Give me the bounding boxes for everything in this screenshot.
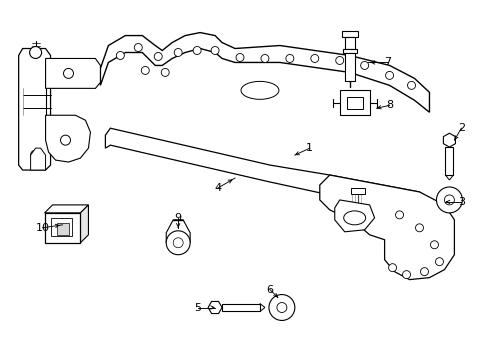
- Circle shape: [444, 195, 453, 205]
- Text: 6: 6: [266, 284, 273, 294]
- Ellipse shape: [343, 211, 365, 225]
- Bar: [222, 303, 260, 311]
- Circle shape: [385, 71, 393, 80]
- Circle shape: [310, 54, 318, 62]
- Circle shape: [166, 231, 190, 255]
- Bar: [50, 218, 72, 236]
- Circle shape: [435, 258, 443, 266]
- Polygon shape: [31, 148, 45, 170]
- Bar: [57, 223, 68, 235]
- Circle shape: [211, 46, 219, 54]
- Bar: [339, 90, 369, 115]
- Bar: [341, 31, 357, 37]
- Circle shape: [141, 67, 149, 75]
- Circle shape: [173, 238, 183, 248]
- Polygon shape: [334, 200, 374, 232]
- Circle shape: [360, 62, 368, 69]
- Bar: [350, 188, 364, 194]
- Text: 4: 4: [214, 183, 221, 193]
- Polygon shape: [445, 175, 452, 180]
- Circle shape: [63, 68, 73, 78]
- Circle shape: [134, 44, 142, 51]
- Circle shape: [420, 268, 427, 276]
- Circle shape: [161, 68, 169, 76]
- Circle shape: [30, 46, 41, 58]
- Circle shape: [415, 224, 423, 232]
- Text: 1: 1: [305, 143, 313, 153]
- Bar: [344, 54, 354, 81]
- Polygon shape: [44, 205, 88, 213]
- Text: 7: 7: [383, 58, 390, 67]
- Polygon shape: [19, 49, 50, 170]
- Polygon shape: [443, 133, 454, 147]
- Circle shape: [268, 294, 294, 320]
- Circle shape: [395, 211, 403, 219]
- Circle shape: [436, 187, 462, 213]
- Circle shape: [31, 150, 41, 160]
- Text: 10: 10: [36, 223, 49, 233]
- Polygon shape: [81, 205, 88, 243]
- Text: 8: 8: [385, 100, 392, 110]
- Polygon shape: [319, 175, 453, 280]
- Text: 3: 3: [457, 197, 464, 207]
- Polygon shape: [260, 303, 264, 311]
- Circle shape: [61, 135, 70, 145]
- Circle shape: [388, 264, 396, 272]
- Polygon shape: [105, 128, 433, 218]
- Ellipse shape: [241, 81, 278, 99]
- Circle shape: [154, 53, 162, 60]
- Circle shape: [276, 302, 286, 312]
- Circle shape: [174, 49, 182, 57]
- Polygon shape: [166, 220, 190, 243]
- Bar: [342, 49, 356, 54]
- Circle shape: [429, 241, 438, 249]
- Text: 9: 9: [174, 213, 182, 223]
- Bar: [344, 37, 354, 49]
- Circle shape: [402, 271, 410, 279]
- Bar: [44, 213, 81, 243]
- Bar: [445, 147, 452, 175]
- Circle shape: [236, 54, 244, 62]
- Polygon shape: [45, 115, 90, 162]
- Polygon shape: [208, 301, 222, 314]
- Circle shape: [335, 57, 343, 64]
- Text: 2: 2: [457, 123, 464, 133]
- Polygon shape: [100, 32, 428, 112]
- Polygon shape: [45, 58, 100, 88]
- Circle shape: [285, 54, 293, 62]
- Text: 5: 5: [194, 302, 201, 312]
- Circle shape: [261, 54, 268, 62]
- Circle shape: [116, 51, 124, 59]
- Circle shape: [407, 81, 415, 89]
- Circle shape: [193, 46, 201, 54]
- Bar: [346, 97, 362, 109]
